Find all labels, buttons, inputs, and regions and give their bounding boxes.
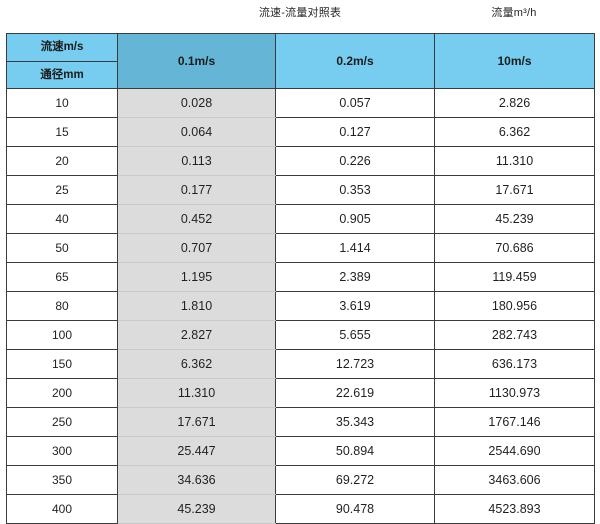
table-row: 80 1.810 3.619 180.956 [6,291,595,321]
cell-flow-v02: 5.655 [275,320,435,350]
cell-diameter: 200 [6,378,118,408]
cell-flow-v01: 11.310 [117,378,276,408]
header-corner-diameter-label: 通径mm [6,60,118,89]
table-body: 10 0.028 0.057 2.826 15 0.064 0.127 6.362 20 0.11… [6,88,595,524]
cell-flow-v02: 50.894 [275,436,435,466]
cell-flow-v10: 70.686 [434,233,595,263]
cell-flow-v10: 1767.146 [434,407,595,437]
cell-flow-v01: 0.177 [117,175,276,205]
cell-diameter: 25 [6,175,118,205]
page-title: 流速-流量对照表 [258,7,342,19]
table-row: 40 0.452 0.905 45.239 [6,204,595,234]
header-col-0.1ms: 0.1m/s [117,33,276,89]
cell-diameter: 250 [6,407,118,437]
cell-flow-v02: 22.619 [275,378,435,408]
cell-flow-v01: 0.452 [117,204,276,234]
cell-flow-v01: 34.636 [117,465,276,495]
cell-flow-v01: 0.707 [117,233,276,263]
cell-flow-v02: 0.057 [275,88,435,118]
cell-flow-v01: 1.810 [117,291,276,321]
cell-flow-v10: 3463.606 [434,465,595,495]
cell-flow-v10: 4523.893 [434,494,595,524]
cell-flow-v10: 6.362 [434,117,595,147]
cell-flow-v02: 3.619 [275,291,435,321]
cell-diameter: 50 [6,233,118,263]
cell-flow-v01: 25.447 [117,436,276,466]
cell-flow-v02: 0.353 [275,175,435,205]
table-row: 250 17.671 35.343 1767.146 [6,407,595,437]
cell-flow-v01: 17.671 [117,407,276,437]
cell-flow-v10: 1130.973 [434,378,595,408]
table-row: 10 0.028 0.057 2.826 [6,88,595,118]
table-row: 400 45.239 90.478 4523.893 [6,494,595,524]
cell-flow-v02: 90.478 [275,494,435,524]
header-col-0.2ms: 0.2m/s [275,33,435,89]
cell-flow-v02: 35.343 [275,407,435,437]
cell-diameter: 400 [6,494,118,524]
cell-flow-v10: 11.310 [434,146,595,176]
cell-flow-v01: 0.028 [117,88,276,118]
cell-flow-v02: 2.389 [275,262,435,292]
table-header: 流速m/s 0.1m/s 0.2m/s 10m/s 通径mm [6,33,595,89]
cell-flow-v02: 0.905 [275,204,435,234]
cell-diameter: 10 [6,88,118,118]
cell-flow-v10: 2.826 [434,88,595,118]
header-row-top: 流速m/s 0.1m/s 0.2m/s 10m/s [6,33,595,89]
table-row: 25 0.177 0.353 17.671 [6,175,595,205]
cell-flow-v01: 6.362 [117,349,276,379]
table-row: 300 25.447 50.894 2544.690 [6,436,595,466]
cell-diameter: 40 [6,204,118,234]
cell-diameter: 20 [6,146,118,176]
cell-diameter: 300 [6,436,118,466]
cell-flow-v01: 45.239 [117,494,276,524]
header-corner-velocity-label: 流速m/s [6,33,118,62]
table-row: 50 0.707 1.414 70.686 [6,233,595,263]
cell-flow-v10: 45.239 [434,204,595,234]
cell-flow-v01: 0.064 [117,117,276,147]
cell-flow-v02: 69.272 [275,465,435,495]
cell-flow-v02: 1.414 [275,233,435,263]
table-row: 65 1.195 2.389 119.459 [6,262,595,292]
cell-flow-v10: 119.459 [434,262,595,292]
cell-flow-v01: 0.113 [117,146,276,176]
cell-flow-v02: 0.226 [275,146,435,176]
flow-comparison-table-wrapper: 流速m/s 0.1m/s 0.2m/s 10m/s 通径mm 10 0.028 0.… [6,33,595,524]
flow-comparison-table: 流速m/s 0.1m/s 0.2m/s 10m/s 通径mm 10 0.028 0.… [6,33,595,524]
cell-diameter: 150 [6,349,118,379]
cell-diameter: 100 [6,320,118,350]
table-row: 100 2.827 5.655 282.743 [6,320,595,350]
table-row: 15 0.064 0.127 6.362 [6,117,595,147]
header-col-10ms: 10m/s [434,33,595,89]
cell-flow-v10: 180.956 [434,291,595,321]
cell-flow-v10: 636.173 [434,349,595,379]
cell-flow-v02: 0.127 [275,117,435,147]
cell-diameter: 80 [6,291,118,321]
cell-diameter: 350 [6,465,118,495]
cell-flow-v10: 282.743 [434,320,595,350]
cell-flow-v10: 2544.690 [434,436,595,466]
title-bar: 流速-流量对照表 流量m³/h [0,0,600,30]
cell-flow-v01: 2.827 [117,320,276,350]
cell-diameter: 65 [6,262,118,292]
table-row: 150 6.362 12.723 636.173 [6,349,595,379]
unit-title: 流量m³/h [491,7,537,19]
cell-flow-v02: 12.723 [275,349,435,379]
table-row: 20 0.113 0.226 11.310 [6,146,595,176]
table-row: 350 34.636 69.272 3463.606 [6,465,595,495]
cell-flow-v01: 1.195 [117,262,276,292]
table-row: 200 11.310 22.619 1130.973 [6,378,595,408]
cell-diameter: 15 [6,117,118,147]
cell-flow-v10: 17.671 [434,175,595,205]
